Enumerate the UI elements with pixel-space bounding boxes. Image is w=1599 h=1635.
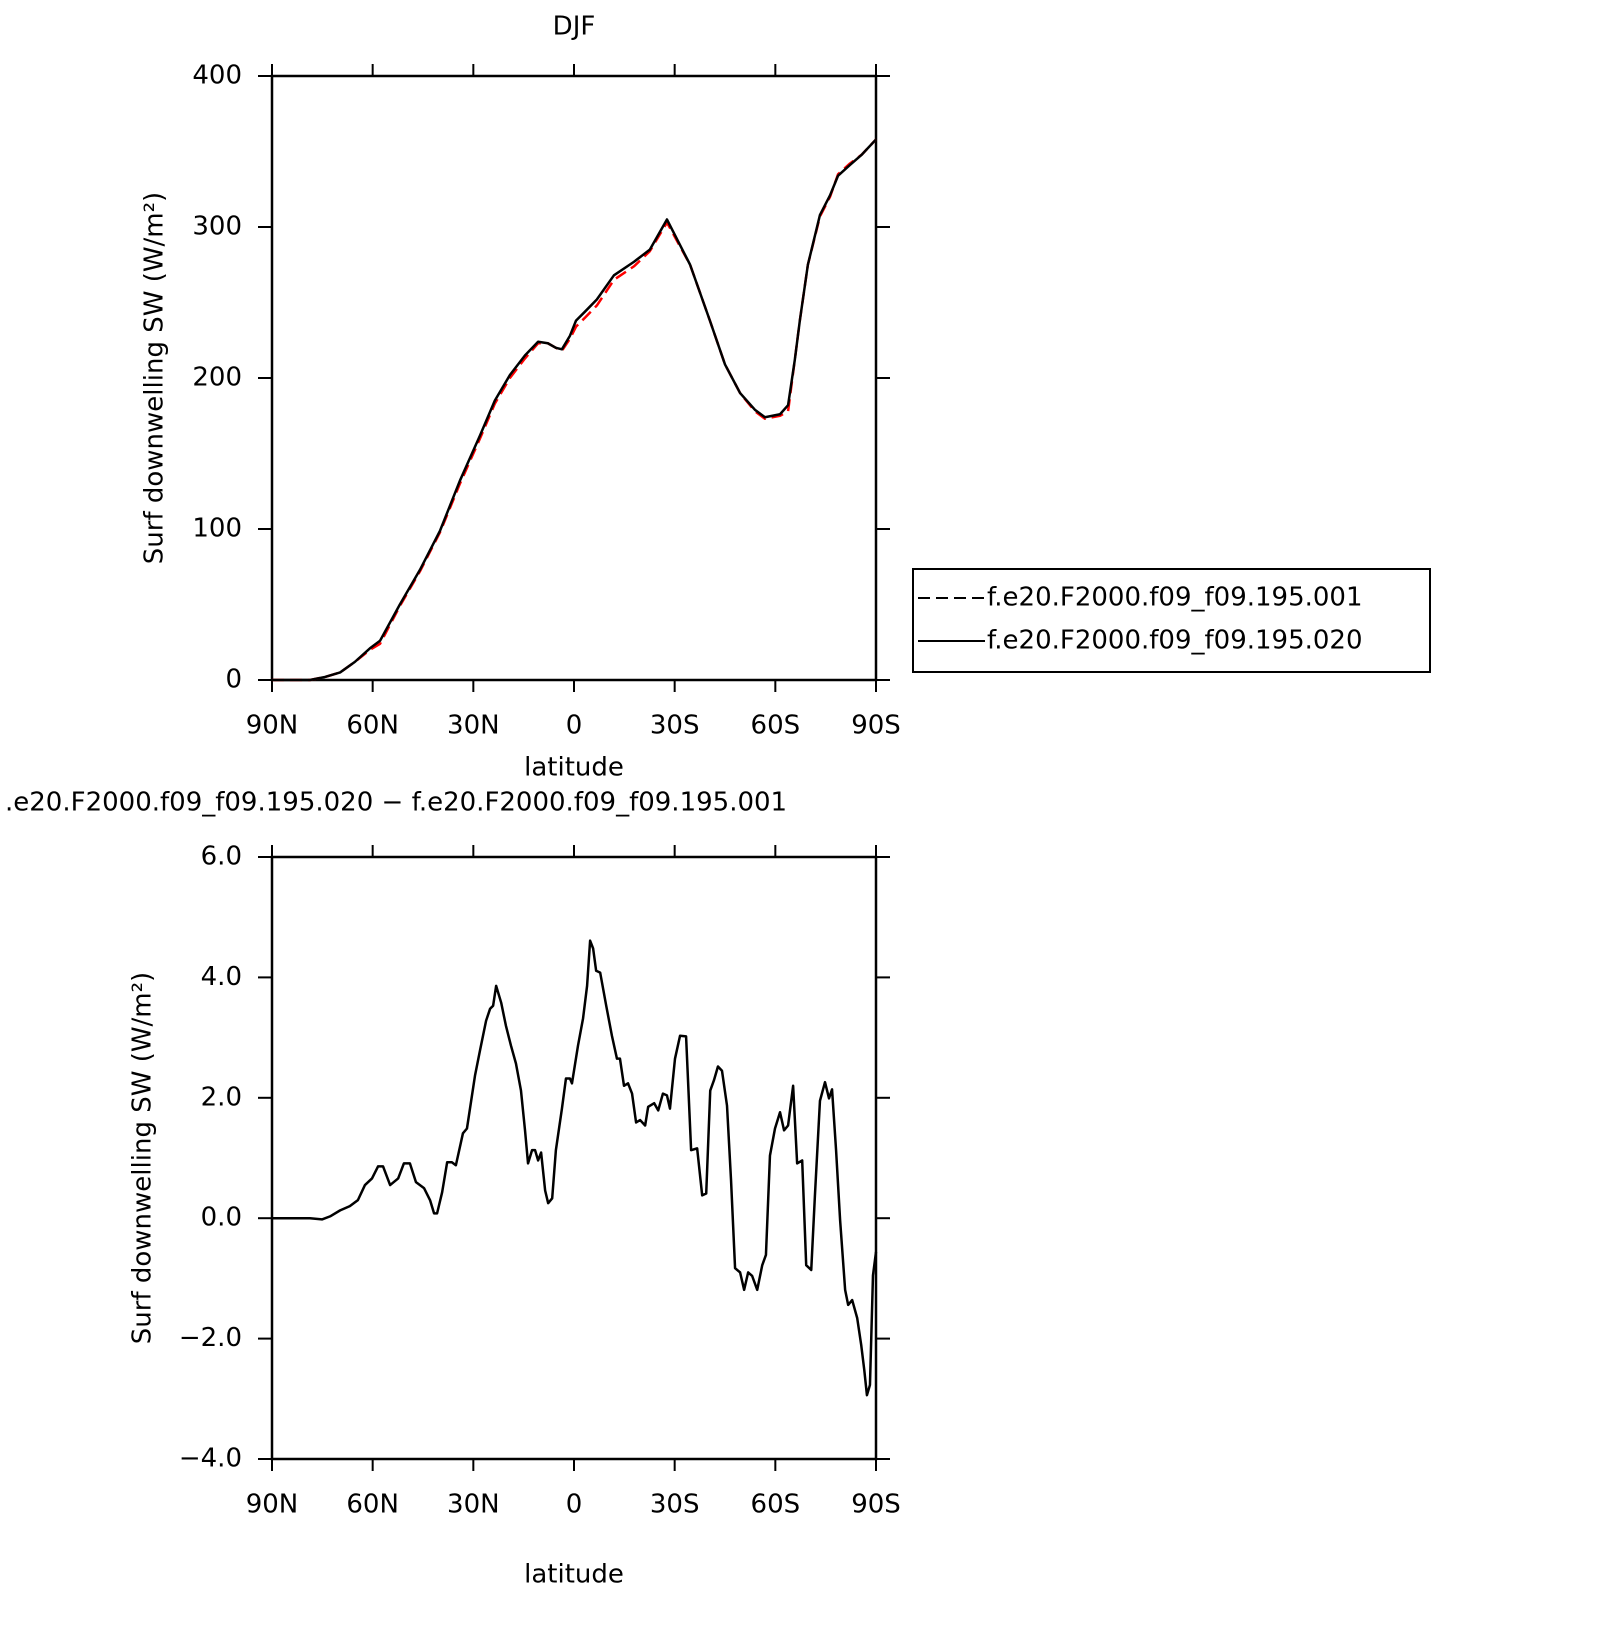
y-tick-label: 0 <box>225 665 242 695</box>
x-tick-label: 90S <box>851 1490 901 1520</box>
x-tick-label: 90N <box>246 1490 299 1520</box>
x-axis-label: latitude <box>524 1560 624 1590</box>
x-axis-label: latitude <box>524 753 624 783</box>
x-tick-label: 0 <box>566 711 583 741</box>
y-tick-label: 2.0 <box>201 1082 242 1112</box>
y-tick-label: 6.0 <box>201 842 242 872</box>
x-tick-label: 90N <box>246 711 299 741</box>
y-tick-label: −4.0 <box>179 1444 242 1474</box>
y-tick-label: 300 <box>192 212 242 242</box>
x-tick-label: 60S <box>751 711 801 741</box>
x-tick-label: 60N <box>346 1490 399 1520</box>
x-tick-label: 30S <box>650 711 700 741</box>
data-line <box>272 939 878 1397</box>
y-tick-label: 0.0 <box>201 1203 242 1233</box>
y-tick-label: 100 <box>192 514 242 544</box>
y-tick-label: −2.0 <box>179 1323 242 1353</box>
chart-title: .e20.F2000.f09_f09.195.020 − f.e20.F2000… <box>5 788 787 818</box>
y-axis-label: Surf downwelling SW (W/m²) <box>140 192 170 564</box>
y-tick-label: 200 <box>192 363 242 393</box>
y-tick-label: 4.0 <box>201 962 242 992</box>
plot-frame <box>270 855 878 1461</box>
legend-label: f.e20.F2000.f09_f09.195.020 <box>987 626 1363 656</box>
x-tick-label: 0 <box>566 1490 583 1520</box>
y-axis-label: Surf downwelling SW (W/m²) <box>128 972 158 1344</box>
data-line <box>272 138 877 682</box>
x-tick-label: 30S <box>650 1490 700 1520</box>
x-tick-label: 30N <box>447 1490 500 1520</box>
x-tick-label: 60N <box>346 711 399 741</box>
x-tick-label: 60S <box>751 1490 801 1520</box>
plot-frame <box>270 74 878 682</box>
legend-box <box>912 568 1431 673</box>
chart-title: DJF <box>553 12 596 42</box>
x-tick-label: 30N <box>447 711 500 741</box>
legend-label: f.e20.F2000.f09_f09.195.001 <box>987 583 1363 613</box>
y-tick-label: 400 <box>192 61 242 91</box>
x-tick-label: 90S <box>851 711 901 741</box>
